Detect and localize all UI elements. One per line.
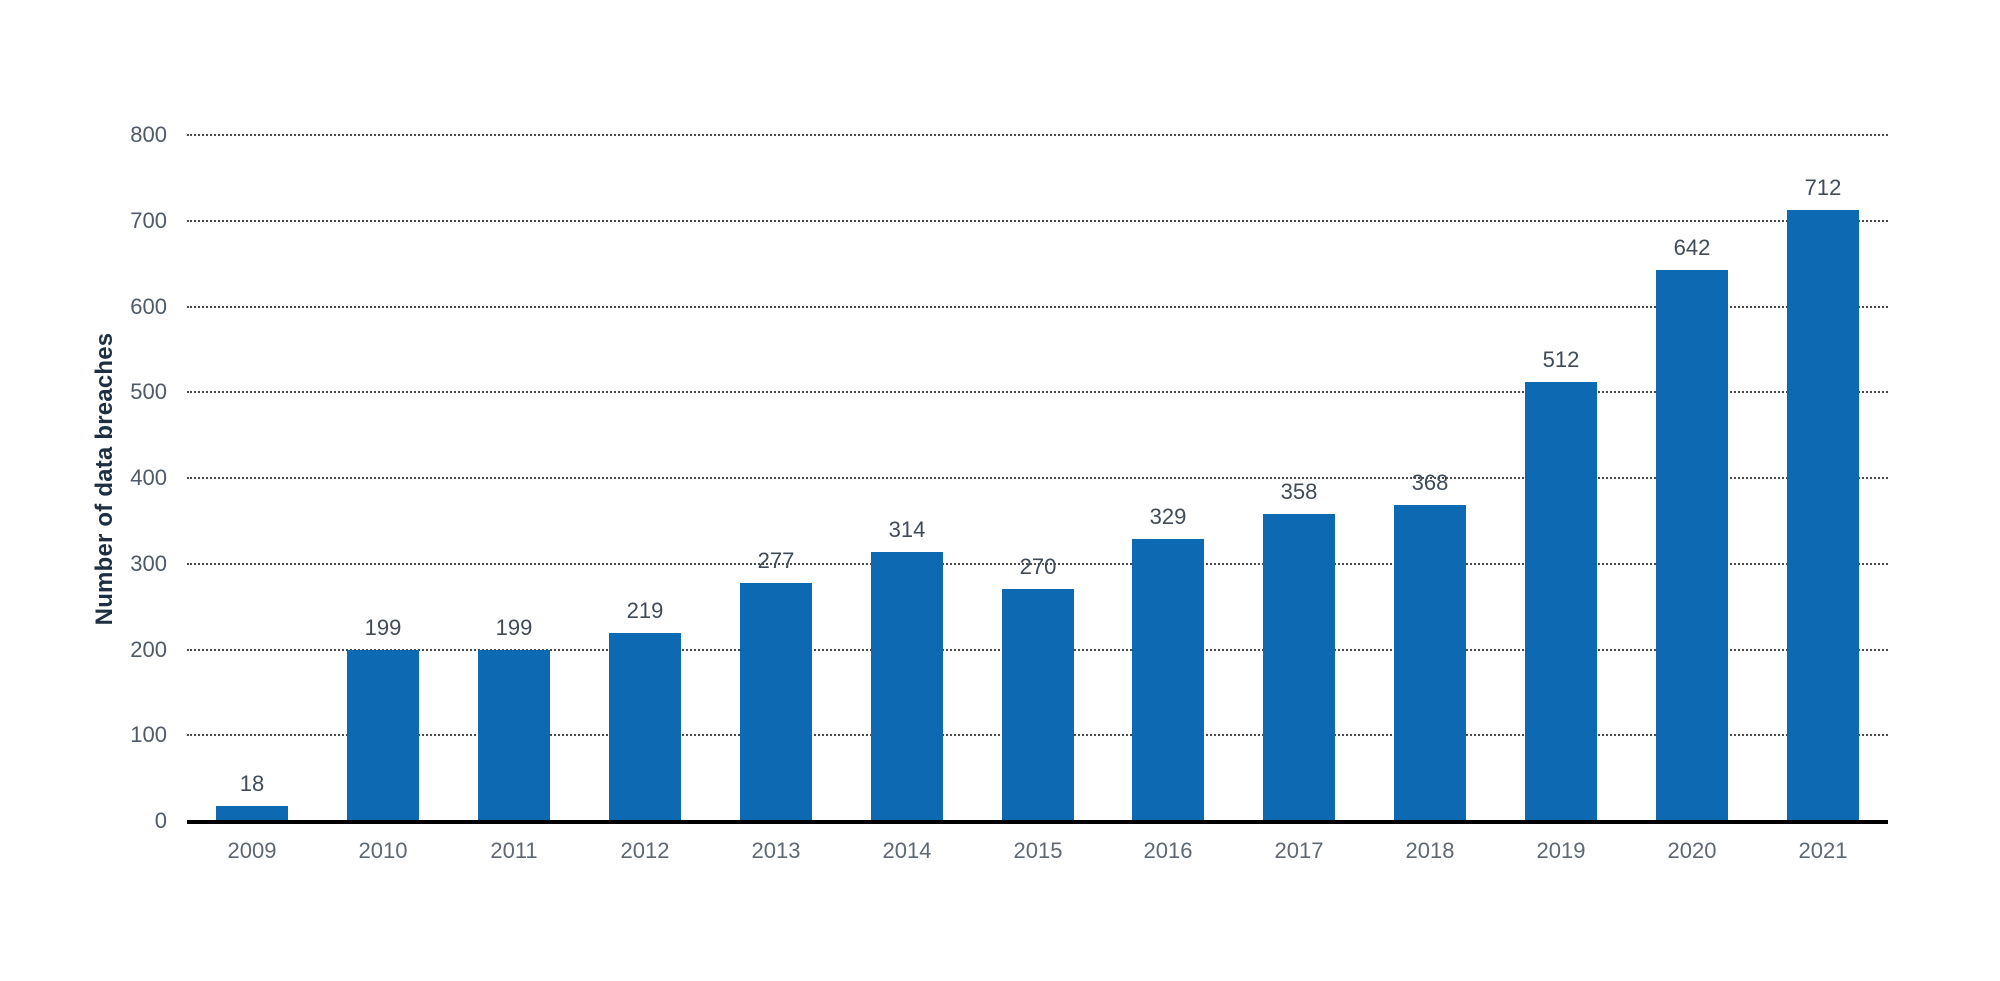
- gridline-800: [187, 134, 1888, 136]
- bar-2011: [478, 650, 550, 821]
- bar-value-label-2016: 329: [1149, 504, 1187, 529]
- gridline-600: [187, 305, 1888, 308]
- gridline-300: [187, 562, 1888, 565]
- bar-2017: [1263, 514, 1335, 821]
- bar-2018: [1394, 505, 1466, 821]
- y-tick-label-200: 200: [130, 636, 167, 662]
- bar-value-label-2011: 199: [495, 615, 533, 640]
- gridline-400: [187, 477, 1888, 479]
- x-tick-label-2017: 2017: [1274, 838, 1324, 863]
- x-tick-label-2020: 2020: [1667, 838, 1717, 863]
- y-tick-label-800: 800: [130, 122, 167, 147]
- bar-2013: [740, 583, 812, 821]
- x-axis-line: [187, 820, 1888, 824]
- x-tick-label-2010: 2010: [358, 838, 408, 863]
- bar-2021: [1787, 210, 1859, 821]
- y-tick-label-400: 400: [130, 465, 167, 490]
- bar-2012: [609, 633, 681, 821]
- bar-2014: [871, 552, 943, 821]
- bar-2016: [1132, 539, 1204, 821]
- gridline-500: [187, 391, 1888, 394]
- bar-2009: [216, 806, 288, 821]
- y-tick-label-500: 500: [130, 379, 167, 405]
- bar-value-label-2018: 368: [1411, 470, 1449, 495]
- bar-2019: [1525, 382, 1597, 821]
- y-tick-label-0: 0: [154, 808, 167, 833]
- y-tick-label-100: 100: [130, 722, 167, 748]
- bar-value-label-2010: 199: [364, 615, 402, 640]
- bar-value-label-2019: 512: [1542, 347, 1580, 372]
- x-tick-label-2013: 2013: [751, 838, 801, 863]
- bar-value-label-2014: 314: [888, 517, 926, 542]
- y-tick-label-700: 700: [130, 207, 167, 233]
- x-tick-label-2011: 2011: [490, 838, 538, 863]
- bar-2010: [347, 650, 419, 821]
- bar-value-label-2017: 358: [1280, 479, 1318, 504]
- x-tick-label-2012: 2012: [620, 838, 670, 863]
- bar-value-label-2020: 642: [1673, 235, 1711, 260]
- x-tick-label-2015: 2015: [1013, 838, 1063, 863]
- x-tick-label-2018: 2018: [1405, 838, 1455, 863]
- bar-value-label-2015: 270: [1019, 554, 1057, 579]
- x-tick-label-2019: 2019: [1536, 838, 1586, 863]
- x-tick-label-2016: 2016: [1143, 838, 1193, 863]
- bar-value-label-2012: 219: [626, 598, 664, 623]
- bar-2015: [1002, 589, 1074, 821]
- x-tick-label-2014: 2014: [882, 838, 932, 863]
- y-tick-label-300: 300: [130, 550, 167, 576]
- bar-2020: [1656, 270, 1728, 821]
- bar-value-label-2013: 277: [757, 548, 795, 573]
- y-tick-label-600: 600: [130, 293, 167, 319]
- x-tick-label-2021: 2021: [1798, 838, 1848, 863]
- bar-value-label-2021: 712: [1804, 175, 1842, 200]
- gridline-700: [187, 219, 1888, 222]
- x-tick-label-2009: 2009: [227, 838, 277, 863]
- bar-value-label-2009: 18: [239, 771, 265, 796]
